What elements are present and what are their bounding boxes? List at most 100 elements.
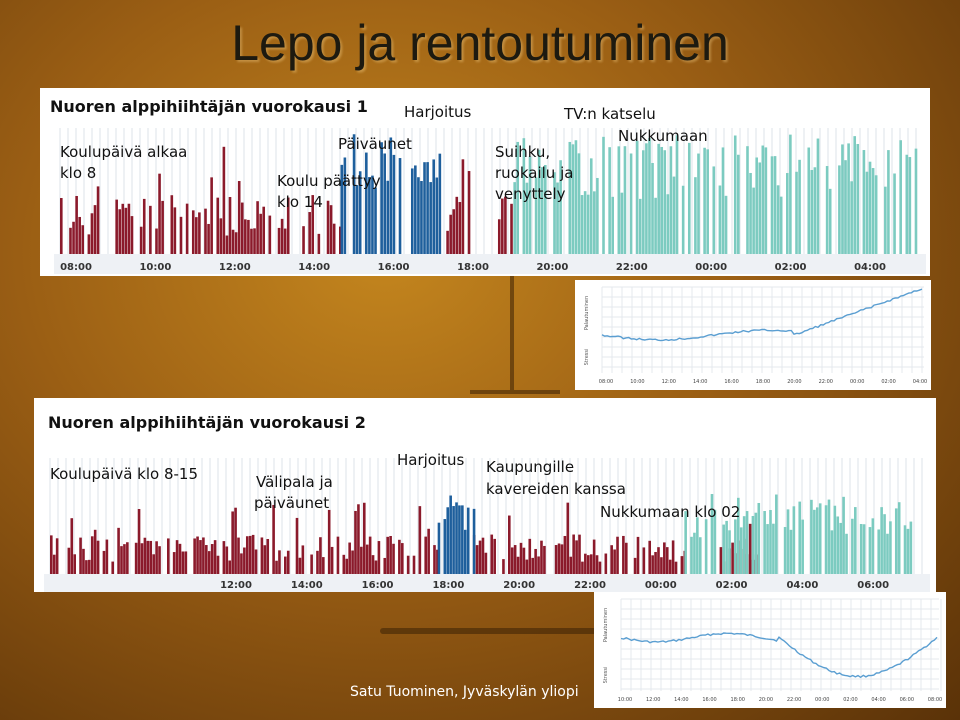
bar-mark [798, 159, 801, 254]
bar-mark [340, 164, 344, 254]
annotation-tv: TV:n katselu [564, 105, 656, 123]
x-tick-label: 18:00 [731, 697, 745, 703]
x-tick-label: 20:00 [536, 262, 568, 273]
bar-mark [761, 145, 765, 254]
bar-mark [332, 223, 336, 254]
bar-mark [773, 156, 777, 254]
bar-mark [519, 542, 523, 574]
bar-mark [504, 196, 507, 254]
x-tick-label: 20:00 [759, 697, 773, 703]
bar-mark [862, 524, 866, 574]
bar-mark [889, 521, 892, 574]
bar-mark [602, 136, 605, 254]
x-tick-label: 02:00 [881, 379, 895, 385]
bar-mark [117, 527, 120, 574]
bar-mark [436, 549, 439, 574]
x-tick-label: 00:00 [695, 262, 727, 273]
bar-mark [461, 505, 464, 574]
x-tick-label: 18:00 [756, 379, 770, 385]
bar-mark [481, 537, 485, 574]
y-label-stress: Stressi [584, 349, 590, 366]
bar-mark [139, 226, 143, 254]
bar-mark [525, 559, 529, 574]
bar-mark [534, 177, 538, 254]
bar-mark [155, 228, 158, 254]
bar-mark [622, 535, 625, 574]
bar-mark [569, 556, 573, 574]
bar-mark [374, 560, 378, 574]
bar-mark [868, 161, 872, 254]
chart2-panel: 12:00 14:00 16:00 18:00 20:00 22:00 00:00 02:00… [34, 398, 936, 592]
bar-mark [231, 229, 235, 254]
bar-mark [228, 196, 232, 254]
x-tick-label: 20:00 [787, 379, 801, 385]
bar-mark [70, 518, 74, 574]
bar-mark [801, 519, 804, 574]
bar-mark [722, 524, 725, 574]
bar-mark [105, 539, 109, 574]
bar-mark [446, 230, 449, 254]
bar-mark [613, 549, 616, 574]
bar-mark [406, 555, 410, 574]
bar-mark [266, 539, 270, 574]
bar-mark [234, 232, 238, 254]
bar-mark [355, 185, 359, 254]
bar-mark [660, 557, 663, 574]
bar-mark [262, 206, 266, 254]
mini-chart1-curve: Palautuminen Stressi 08:00 10:00 12:00 14:00 1… [578, 283, 928, 387]
bar-mark [648, 540, 652, 574]
x-tick-label: 04:00 [871, 697, 885, 703]
bar-mark [493, 538, 496, 574]
x-tick-label: 04:00 [854, 262, 886, 273]
bar-mark [776, 185, 780, 254]
annotation-training: Harjoitus [397, 451, 465, 469]
annotation-shower: venyttely [495, 185, 566, 203]
bar-mark [770, 156, 774, 254]
mini-chart1-panel: Palautuminen Stressi 08:00 10:00 12:00 14:00 1… [575, 280, 931, 390]
bar-mark [90, 213, 94, 254]
bar-mark [336, 536, 340, 574]
bar-mark [245, 536, 249, 574]
bar-mark [433, 545, 436, 574]
bar-mark [371, 555, 375, 574]
x-tick-label: 06:00 [857, 580, 889, 591]
bar-mark [438, 153, 442, 254]
bar-mark [478, 540, 482, 574]
bar-mark [216, 197, 220, 254]
bar-mark [455, 196, 459, 254]
chart2-bars: 12:00 14:00 16:00 18:00 20:00 22:00 00:00 02:00… [44, 458, 930, 592]
bar-mark [310, 554, 313, 574]
bar-mark [143, 537, 147, 574]
bar-mark [326, 200, 330, 254]
bar-mark [739, 527, 743, 574]
bar-mark [675, 135, 679, 254]
bar-mark [766, 524, 769, 574]
bar-mark [746, 146, 749, 254]
bar-mark [574, 140, 578, 254]
x-tick-label: 00:00 [850, 379, 864, 385]
bar-mark [484, 552, 488, 574]
bar-mark [173, 207, 177, 254]
bar-mark [383, 153, 387, 254]
x-tick-label: 10:00 [630, 379, 644, 385]
bar-mark [322, 557, 325, 574]
bar-mark [96, 540, 100, 574]
bar-mark [844, 160, 847, 254]
bar-mark [914, 148, 918, 254]
bar-mark [111, 561, 115, 574]
bar-mark [572, 534, 575, 574]
bar-mark [414, 165, 417, 254]
bar-mark [196, 536, 199, 574]
bar-mark [202, 537, 205, 574]
bar-mark [81, 225, 85, 254]
bar-mark [389, 535, 392, 574]
bar-mark [845, 533, 848, 574]
bar-mark [358, 171, 362, 254]
bar-mark [554, 545, 558, 574]
x-axis [54, 254, 926, 274]
bar-mark [758, 162, 762, 254]
bar-mark [669, 146, 673, 254]
bar-mark [272, 504, 275, 574]
bar-mark [237, 537, 240, 574]
bar-mark [467, 171, 471, 254]
